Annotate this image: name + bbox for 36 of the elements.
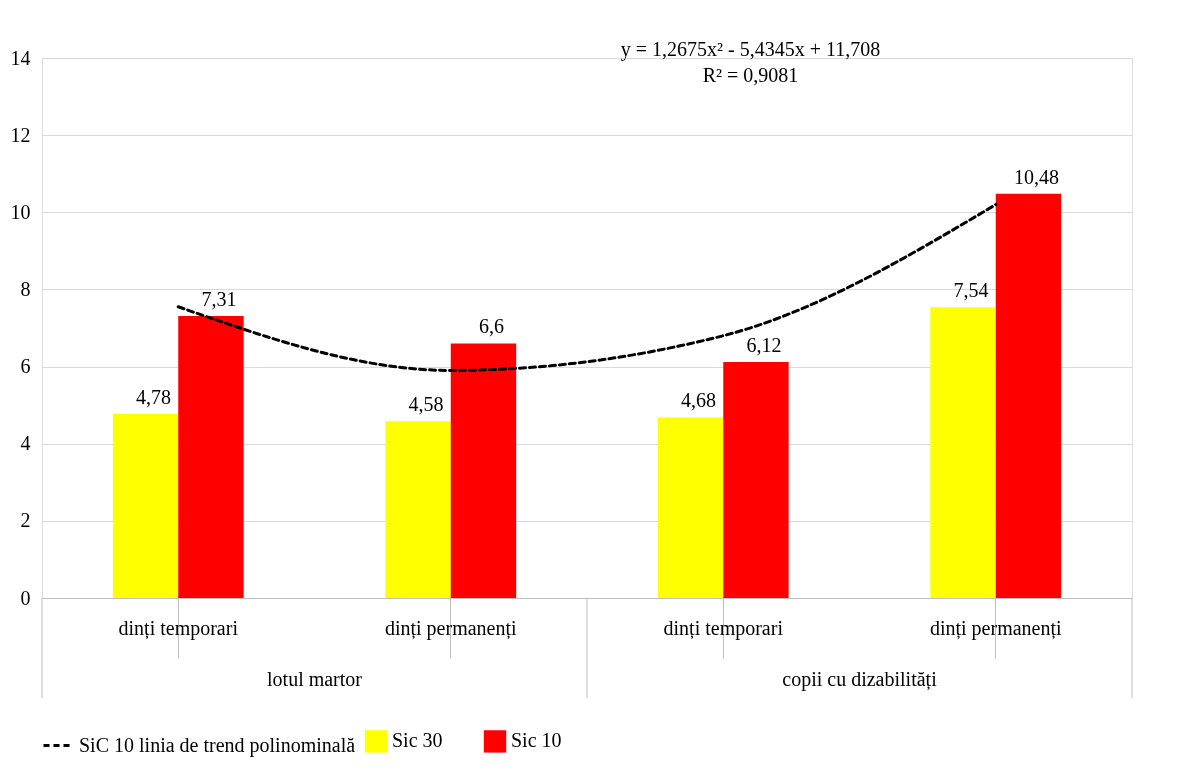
y-tick-label: 14 — [10, 46, 31, 69]
bar — [112, 413, 179, 598]
y-tick-label: 10 — [10, 200, 31, 223]
annotation: y = 1,2675x² - 5,4345x + 11,708 — [620, 38, 881, 61]
data-label: 7,31 — [201, 288, 237, 311]
data-label: 4,68 — [681, 389, 717, 412]
y-tick-label: 8 — [20, 277, 31, 300]
data-label: 10,48 — [1013, 165, 1059, 188]
x-tick-label: dinți temporari — [118, 616, 239, 640]
data-label: 7,54 — [953, 279, 989, 302]
bar — [930, 307, 996, 598]
line-series — [176, 203, 998, 372]
x-tick-label: dinți permanenți — [929, 616, 1062, 640]
bar — [995, 193, 1062, 598]
y-tick-label: 12 — [10, 123, 31, 146]
legend-label: SiC 10 linia de trend polinominală — [79, 733, 356, 757]
y-tick-label: 0 — [20, 586, 31, 609]
text: copii cu dizabilități — [782, 668, 938, 691]
bar — [178, 316, 244, 598]
bar — [657, 417, 724, 598]
annotation: R² = 0,9081 — [702, 64, 799, 86]
x-tick-label: dinți temporari — [663, 616, 784, 640]
data-label: 6,12 — [746, 333, 782, 356]
bar — [450, 343, 517, 598]
bar — [385, 421, 451, 598]
legend-label: Sic 30 — [392, 729, 443, 752]
bar — [723, 361, 789, 598]
y-tick-label: 6 — [20, 355, 31, 378]
text: lotul martor — [267, 668, 363, 690]
y-tick-label: 2 — [20, 509, 31, 532]
legend-label: Sic 10 — [511, 729, 562, 752]
x-tick-label: dinți permanenți — [384, 616, 517, 640]
data-label: 4,78 — [136, 385, 172, 408]
y-tick-label: 4 — [20, 432, 31, 455]
data-label: 4,58 — [408, 393, 444, 416]
data-label: 6,6 — [478, 315, 504, 338]
